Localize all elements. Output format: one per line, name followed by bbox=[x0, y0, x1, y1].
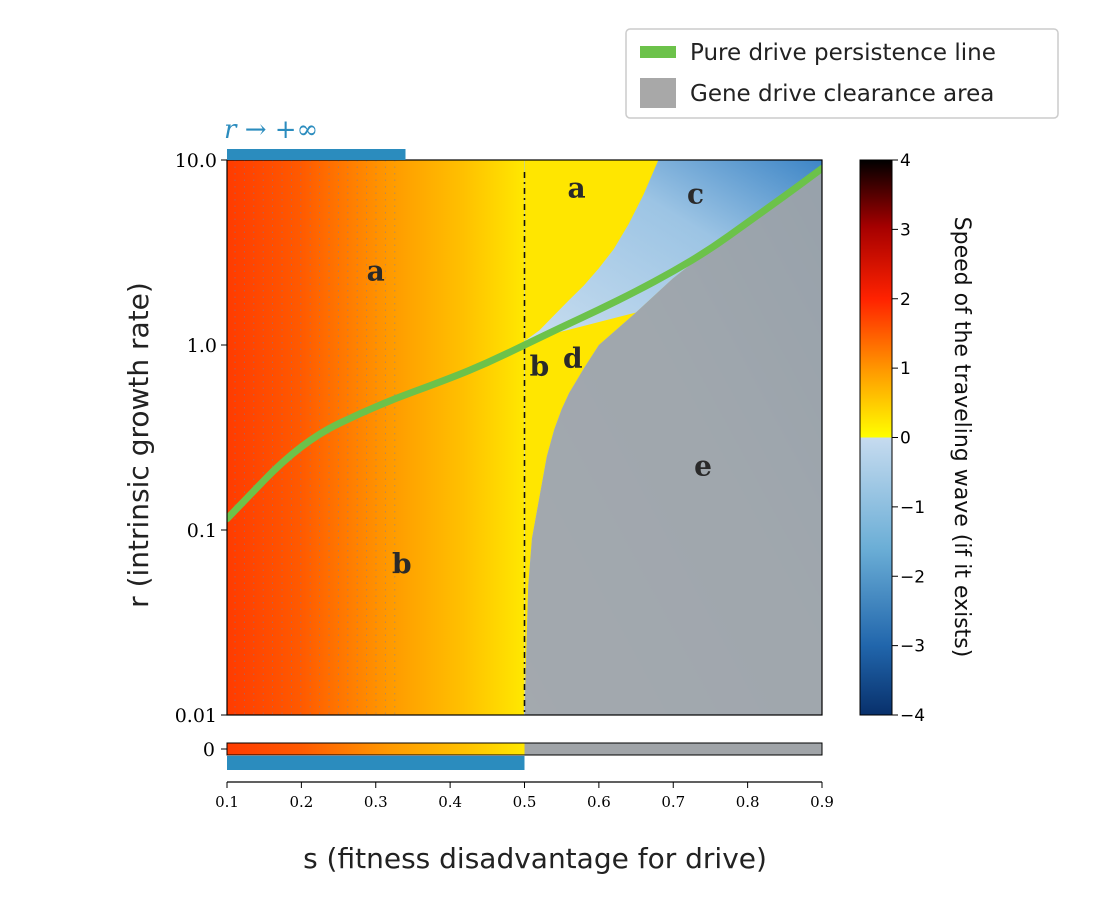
colorbar-tick-label: 4 bbox=[900, 151, 911, 171]
colorbar-tick-label: 2 bbox=[900, 290, 911, 310]
r-zero-positive bbox=[227, 743, 525, 755]
y-tick-label: 0.1 bbox=[187, 520, 217, 542]
region-label-b: b bbox=[530, 350, 550, 383]
region-label-c: c bbox=[687, 178, 704, 211]
colorbar-tick-label: −4 bbox=[900, 706, 925, 726]
x-tick-label: 0.9 bbox=[810, 793, 834, 811]
region-label-d: d bbox=[563, 342, 583, 375]
r-zero-strip: 0 bbox=[203, 739, 823, 770]
region-label-a: a bbox=[367, 254, 385, 287]
colorbar-scale bbox=[859, 159, 893, 716]
r-zero-bar bbox=[227, 756, 525, 770]
heatmap-positive-region bbox=[227, 160, 524, 715]
region-label-e: e bbox=[694, 450, 712, 483]
x-tick-label: 0.6 bbox=[587, 793, 611, 811]
region-label-a: a bbox=[567, 172, 585, 205]
y-tick-label: 0.01 bbox=[175, 705, 217, 727]
y-axis-ticks: 10.0 1.0 0.1 0.01 bbox=[175, 150, 227, 727]
region-label-b: b bbox=[392, 548, 412, 581]
x-tick-label: 0.2 bbox=[289, 793, 313, 811]
x-axis: 0.1 0.2 0.3 0.4 0.5 0.6 0.7 0.8 0.9 s (fitness d… bbox=[215, 781, 834, 875]
pure-drive-persistence-line bbox=[227, 164, 822, 523]
x-tick-label: 0.1 bbox=[215, 793, 239, 811]
legend-swatch-clearance-area bbox=[640, 78, 676, 108]
y-tick-label: 1.0 bbox=[187, 335, 217, 357]
r-zero-clearance bbox=[524, 743, 822, 755]
plot-frame bbox=[226, 159, 823, 716]
main-plot: a a b b c d e 10.0 1.0 0.1 0.01 bbox=[175, 150, 823, 727]
colorbar-label: Speed of the traveling wave (if it exist… bbox=[949, 217, 974, 658]
colorbar-tick-label: 0 bbox=[900, 429, 911, 449]
x-tick-label: 0.7 bbox=[661, 793, 685, 811]
x-axis-label: s (fitness disadvantage for drive) bbox=[303, 842, 767, 875]
colorbar-tick-label: 1 bbox=[900, 359, 911, 379]
gene-drive-clearance-area bbox=[524, 160, 822, 715]
dotted-guides bbox=[234, 160, 396, 715]
colorbar-tick-label: 3 bbox=[900, 220, 911, 240]
x-axis-ticks: 0.1 0.2 0.3 0.4 0.5 0.6 0.7 0.8 0.9 bbox=[215, 782, 834, 811]
r-infinity-label: r → +∞ bbox=[224, 115, 318, 145]
r-zero-tick-label: 0 bbox=[203, 739, 215, 761]
r-infinity-bar bbox=[227, 149, 406, 160]
negative-speed-region bbox=[524, 160, 822, 342]
colorbar-tick-label: −3 bbox=[900, 637, 925, 657]
region-labels: a a b b c d e bbox=[367, 172, 712, 581]
legend-label-persistence-line: Pure drive persistence line bbox=[690, 40, 996, 66]
x-tick-label: 0.5 bbox=[513, 793, 537, 811]
colorbar-ticks: 4 3 2 1 0 −1 −2 −3 −4 bbox=[892, 151, 925, 726]
x-tick-label: 0.8 bbox=[736, 793, 760, 811]
y-tick-label: 10.0 bbox=[175, 150, 217, 172]
legend-box bbox=[625, 28, 1059, 119]
legend: Pure drive persistence line Gene drive c… bbox=[625, 28, 1059, 119]
x-tick-label: 0.3 bbox=[364, 793, 388, 811]
colorbar: 4 3 2 1 0 −1 −2 −3 −4 Speed of the traveling wav… bbox=[859, 151, 974, 726]
legend-label-clearance-area: Gene drive clearance area bbox=[690, 81, 994, 107]
legend-swatch-persistence-line bbox=[640, 46, 676, 58]
y-axis-label: r (intrinsic growth rate) bbox=[122, 282, 155, 608]
colorbar-tick-label: −1 bbox=[900, 498, 925, 518]
x-tick-label: 0.4 bbox=[438, 793, 462, 811]
colorbar-tick-label: −2 bbox=[900, 567, 925, 587]
